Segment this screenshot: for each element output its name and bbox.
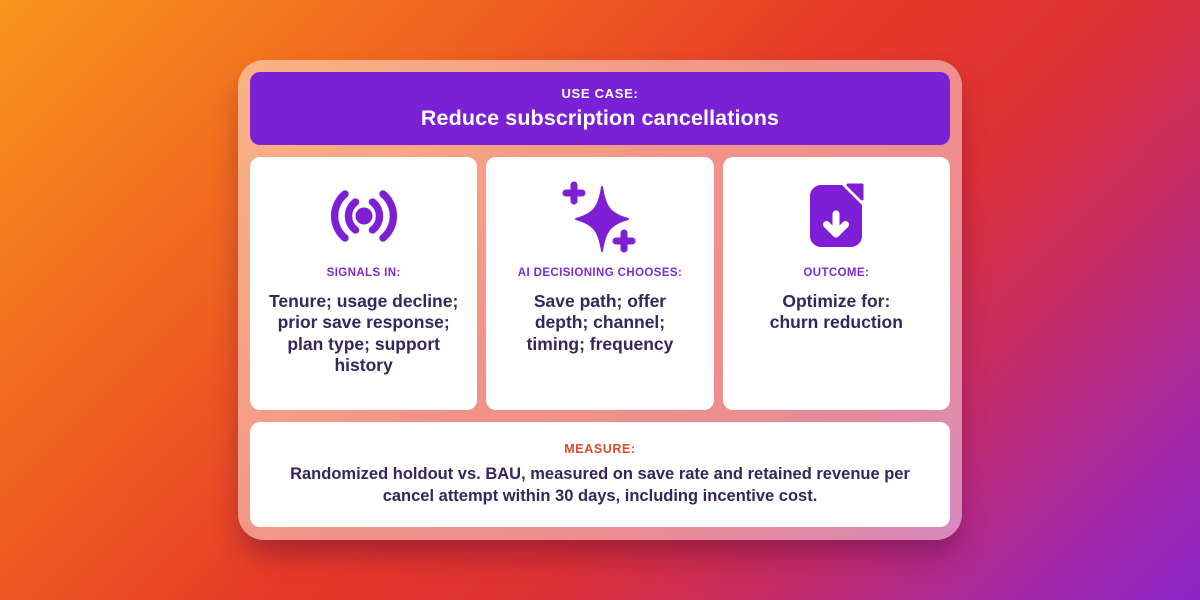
outcome-body: Optimize for: churn reduction [769,291,903,333]
broadcast-signal-icon [326,177,402,255]
signals-card: SIGNALS IN: Tenure; usage decline; prior… [250,157,478,410]
document-download-icon [808,177,864,255]
ai-sparkle-icon [558,177,642,255]
use-case-label: USE CASE: [561,86,639,101]
signals-body: Tenure; usage decline; prior save respon… [269,291,459,376]
ai-decisioning-body: Save path; offer depth; channel; timing;… [526,291,674,354]
use-case-banner: USE CASE: Reduce subscription cancellati… [250,72,950,145]
ai-decisioning-card: AI DECISIONING CHOOSES: Save path; offer… [486,157,714,410]
ai-decisioning-label: AI DECISIONING CHOOSES: [517,267,683,279]
use-case-title: Reduce subscription cancellations [420,106,780,130]
signals-label: SIGNALS IN: [326,267,401,279]
outcome-card: OUTCOME: Optimize for: churn reduction [722,157,950,410]
cards-row: SIGNALS IN: Tenure; usage decline; prior… [250,157,950,410]
outcome-label: OUTCOME: [803,267,870,279]
use-case-panel: USE CASE: Reduce subscription cancellati… [238,60,962,540]
measure-body: Randomized holdout vs. BAU, measured on … [290,465,910,505]
measure-card: MEASURE: Randomized holdout vs. BAU, mea… [250,422,950,527]
measure-label: MEASURE: [564,442,636,457]
